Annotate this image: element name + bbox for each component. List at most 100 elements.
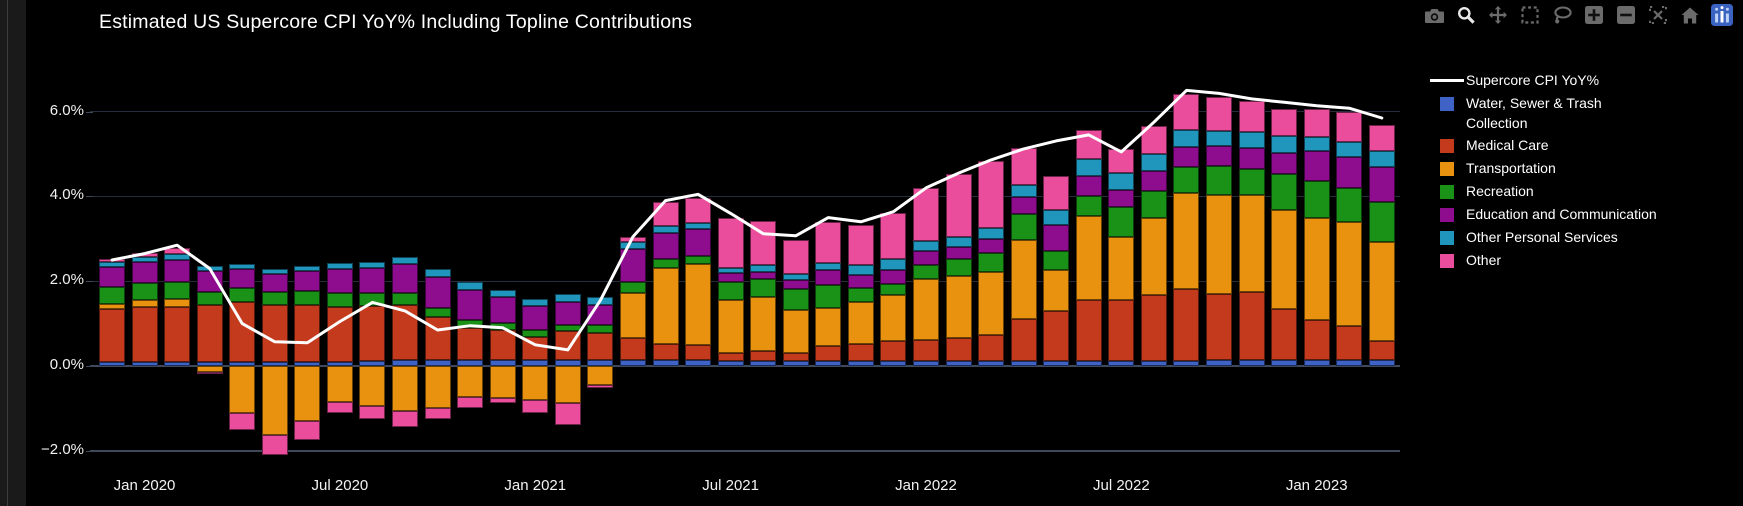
bar-segment-medical-care[interactable] [587,332,614,361]
bar-segment-other-personal-services[interactable] [326,263,353,270]
bar-segment-recreation[interactable] [522,329,549,337]
bar-segment-medical-care[interactable] [1271,309,1298,361]
bar-segment-recreation[interactable] [99,287,125,305]
bar-segment-recreation[interactable] [1238,169,1265,195]
bar-segment-education-and-communication[interactable] [1043,225,1070,251]
bar-segment-recreation[interactable] [1075,195,1102,217]
bar-segment-recreation[interactable] [554,324,581,331]
bar-segment-education-and-communication[interactable] [457,289,484,320]
bar-segment-medical-care[interactable] [1108,300,1135,361]
bar-segment-other[interactable] [457,397,484,408]
bar-segment-other[interactable] [1303,109,1330,138]
bar-segment-other[interactable] [652,202,679,226]
bar-segment-recreation[interactable] [1173,167,1200,194]
bar-segment-transportation[interactable] [685,264,712,345]
bar-segment-water-sewer-trash-collection[interactable] [554,360,581,366]
bar-segment-medical-care[interactable] [782,352,809,361]
bar-segment-education-and-communication[interactable] [1075,175,1102,196]
bar-segment-other[interactable] [815,222,842,263]
bar-segment-other[interactable] [717,217,744,269]
bar-segment-water-sewer-trash-collection[interactable] [1173,360,1200,366]
bar-segment-education-and-communication[interactable] [1238,148,1265,170]
bar-segment-water-sewer-trash-collection[interactable] [1206,360,1233,366]
bar-segment-education-and-communication[interactable] [847,275,874,289]
bar-segment-education-and-communication[interactable] [913,251,939,266]
bar-segment-transportation[interactable] [1238,194,1265,293]
bar-segment-other-personal-services[interactable] [489,290,516,298]
bar-segment-water-sewer-trash-collection[interactable] [750,360,777,366]
bar-segment-transportation[interactable] [392,366,419,411]
bar-segment-other[interactable] [554,403,581,426]
legend-item-medical-care[interactable]: Medical Care [1428,135,1657,156]
bar-segment-medical-care[interactable] [1238,292,1265,361]
bar-segment-education-and-communication[interactable] [359,267,386,294]
bar-segment-other-personal-services[interactable] [522,299,549,307]
bar-segment-transportation[interactable] [1271,210,1298,310]
bar-segment-other-personal-services[interactable] [1010,184,1037,198]
bar-segment-medical-care[interactable] [261,304,288,362]
bar-segment-water-sewer-trash-collection[interactable] [1010,360,1037,366]
bar-segment-other-personal-services[interactable] [131,257,158,263]
bar-segment-education-and-communication[interactable] [1010,197,1037,215]
bar-segment-other-personal-services[interactable] [294,265,321,271]
bar-segment-recreation[interactable] [815,285,842,309]
bar-segment-transportation[interactable] [1140,218,1167,296]
bar-segment-recreation[interactable] [619,282,646,293]
bar-segment-medical-care[interactable] [131,307,158,362]
bar-segment-transportation[interactable] [1336,222,1363,327]
bar-segment-water-sewer-trash-collection[interactable] [131,361,158,366]
bar-segment-education-and-communication[interactable] [717,273,744,283]
bar-segment-education-and-communication[interactable] [164,259,191,282]
bar-segment-other-personal-services[interactable] [359,261,386,268]
bar-segment-recreation[interactable] [196,292,223,306]
bar-segment-recreation[interactable] [164,281,191,299]
bar-segment-medical-care[interactable] [619,338,646,361]
bar-segment-water-sewer-trash-collection[interactable] [359,360,386,366]
bar-segment-recreation[interactable] [880,284,907,296]
bar-segment-medical-care[interactable] [424,316,451,361]
bar-segment-other[interactable] [1075,130,1102,159]
bar-segment-education-and-communication[interactable] [1140,170,1167,192]
bar-segment-recreation[interactable] [913,265,939,280]
bar-segment-other-personal-services[interactable] [652,225,679,233]
bar-segment-other[interactable] [1336,112,1363,142]
bar-segment-other-personal-services[interactable] [750,264,777,272]
bar-segment-water-sewer-trash-collection[interactable] [424,360,451,366]
bar-segment-other-personal-services[interactable] [457,282,484,290]
bar-segment-other-personal-services[interactable] [913,240,939,252]
bar-segment-recreation[interactable] [1206,166,1233,195]
bar-segment-medical-care[interactable] [1043,311,1070,361]
bar-segment-other[interactable] [229,413,256,431]
bar-segment-education-and-communication[interactable] [1108,189,1135,207]
bar-segment-recreation[interactable] [782,289,809,310]
box-select-button[interactable] [1519,5,1541,25]
bar-segment-transportation[interactable] [131,300,158,308]
bar-segment-transportation[interactable] [1075,216,1102,301]
bar-segment-other[interactable] [1173,93,1200,130]
bar-segment-other-personal-services[interactable] [229,264,256,270]
bar-segment-recreation[interactable] [1336,188,1363,223]
bar-segment-transportation[interactable] [847,302,874,344]
bar-segment-transportation[interactable] [619,292,646,338]
bar-segment-other[interactable] [294,421,321,441]
bar-segment-water-sewer-trash-collection[interactable] [229,361,256,366]
bar-segment-other-personal-services[interactable] [978,227,1005,239]
bar-segment-other-personal-services[interactable] [554,294,581,302]
bar-segment-recreation[interactable] [717,282,744,301]
bar-segment-medical-care[interactable] [880,340,907,361]
bar-segment-recreation[interactable] [1010,214,1037,240]
bar-segment-other[interactable] [880,212,907,260]
bar-segment-education-and-communication[interactable] [196,271,223,293]
autoscale-button[interactable] [1647,5,1669,25]
bar-segment-transportation[interactable] [587,366,614,386]
bar-segment-education-and-communication[interactable] [587,304,614,325]
bar-segment-medical-care[interactable] [326,306,353,362]
bar-segment-other-personal-services[interactable] [1108,172,1135,190]
bar-segment-medical-care[interactable] [945,337,972,361]
bar-segment-other[interactable] [1368,125,1395,152]
bar-segment-recreation[interactable] [229,288,256,303]
bar-segment-water-sewer-trash-collection[interactable] [1075,360,1102,366]
bar-segment-medical-care[interactable] [294,304,321,362]
bar-segment-water-sewer-trash-collection[interactable] [326,361,353,366]
bar-segment-other-personal-services[interactable] [782,274,809,281]
